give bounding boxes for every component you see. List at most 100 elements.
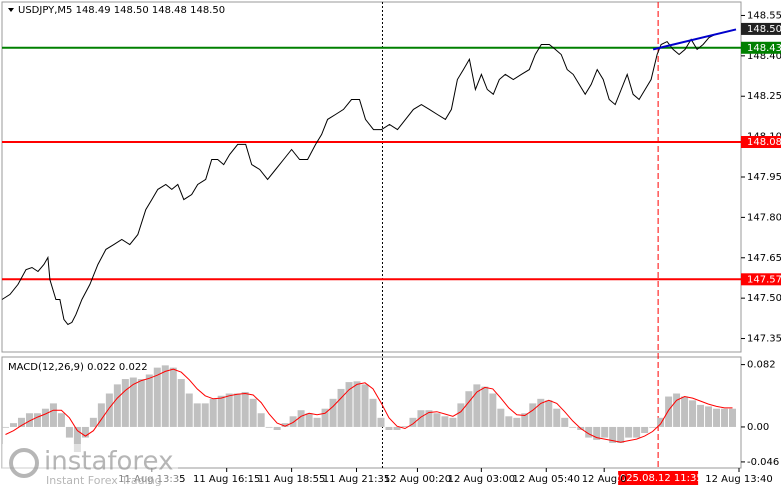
macd-bar [617, 426, 625, 443]
level-label: 147.57 [747, 274, 781, 285]
macd-bar [697, 404, 705, 427]
y-tick-label: 147.95 [747, 172, 781, 183]
macd-bar [225, 393, 233, 427]
macd-bar [673, 393, 681, 427]
macd-title: MACD(12,26,9) 0.022 0.022 [8, 362, 148, 373]
x-tick-label: 12 Aug 03:00 [448, 474, 515, 485]
macd-bar [281, 423, 289, 427]
macd-bar [257, 413, 265, 427]
macd-bar [105, 393, 113, 427]
macd-bar [721, 408, 729, 427]
macd-bar [201, 403, 209, 427]
macd-bar [49, 403, 57, 427]
macd-bar [177, 379, 185, 427]
macd-bar [705, 406, 713, 427]
macd-bar [417, 410, 425, 427]
y-tick-label: 0.00 [747, 422, 769, 433]
chart-title: USDJPY,M5 148.49 148.50 148.48 148.50 [18, 5, 225, 16]
macd-bar [689, 400, 697, 427]
macd-bar [425, 410, 433, 427]
macd-bar [57, 413, 65, 427]
macd-bar [185, 393, 193, 427]
x-tick-label: 11 Aug 16:15 [193, 474, 260, 485]
x-tick-label: 12 Aug 0 [582, 474, 627, 485]
trend-line [652, 28, 737, 51]
macd-bar [233, 393, 241, 427]
y-tick-label: 148.40 [747, 51, 781, 62]
level-label: 148.43 [747, 43, 781, 54]
macd-bar [297, 410, 305, 427]
macd-bar [641, 426, 649, 434]
macd-bar [353, 381, 361, 427]
macd-bar [465, 391, 473, 427]
macd-bar [209, 398, 217, 427]
macd-bar [481, 386, 489, 427]
macd-bar [65, 426, 73, 438]
level-label: 148.08 [747, 137, 781, 148]
macd-bar [553, 408, 561, 427]
crosshair-label: 2025.08.12 11:35 [613, 473, 702, 484]
macd-bar [217, 395, 225, 427]
level-label-bg [741, 273, 781, 286]
macd-bar [497, 408, 505, 427]
macd-bar [449, 417, 457, 427]
y-tick-label: 147.65 [747, 253, 781, 264]
macd-bar [585, 426, 593, 438]
macd-bar [265, 426, 273, 428]
macd-bar [2, 426, 9, 428]
macd-bar [337, 388, 345, 427]
panel-arrow [8, 8, 14, 12]
macd-bar [193, 403, 201, 427]
y-tick-label: -0.046 [747, 457, 779, 468]
macd-bar [121, 379, 129, 427]
macd-bar [505, 416, 513, 427]
macd-bar [241, 391, 249, 427]
macd-bar [665, 396, 673, 427]
macd-bar [601, 426, 609, 438]
macd-bar [369, 398, 377, 427]
macd-bar [513, 417, 521, 427]
macd-bar [409, 417, 417, 427]
macd-bar [545, 400, 553, 427]
macd-bar [537, 398, 545, 427]
macd-bar [17, 417, 25, 427]
macd-bar [249, 398, 257, 427]
macd-bar [649, 426, 657, 428]
macd-bar [129, 377, 137, 427]
macd-bar [593, 426, 601, 440]
last-price-bg [741, 22, 781, 35]
macd-bar [729, 408, 737, 427]
level-label-bg [741, 136, 781, 148]
macd-bar [41, 408, 49, 427]
x-tick-label: 12 Aug 00:20 [384, 474, 451, 485]
macd-bar [25, 413, 33, 427]
y-tick-label: 148.55 [747, 10, 781, 21]
macd-bar [161, 365, 169, 427]
macd-bar [625, 426, 633, 438]
watermark-tagline: Instant Forex Trading [46, 474, 162, 487]
macd-bar [73, 426, 81, 453]
crosshair-label-bg [618, 471, 699, 485]
macd-bar [609, 426, 617, 443]
macd-bar [153, 367, 161, 427]
macd-bar [569, 426, 577, 428]
macd-bar [441, 416, 449, 427]
y-tick-label: 147.50 [747, 293, 781, 304]
y-tick-label: 147.80 [747, 212, 781, 223]
macd-bar [169, 367, 177, 427]
macd-bar [433, 413, 441, 427]
macd-bar [657, 417, 665, 427]
macd-bar [385, 426, 393, 430]
macd-bar [313, 417, 321, 427]
macd-bar [633, 426, 641, 438]
main-panel [1, 1, 742, 353]
macd-bar [273, 426, 281, 430]
macd-bar [9, 423, 17, 427]
macd-bar [529, 403, 537, 427]
y-tick-label: 147.35 [747, 334, 781, 345]
watermark-logo [9, 448, 39, 478]
level-label-bg [741, 41, 781, 54]
x-tick-label: 11 Aug 18:55 [258, 474, 325, 485]
price-line [1, 34, 716, 326]
